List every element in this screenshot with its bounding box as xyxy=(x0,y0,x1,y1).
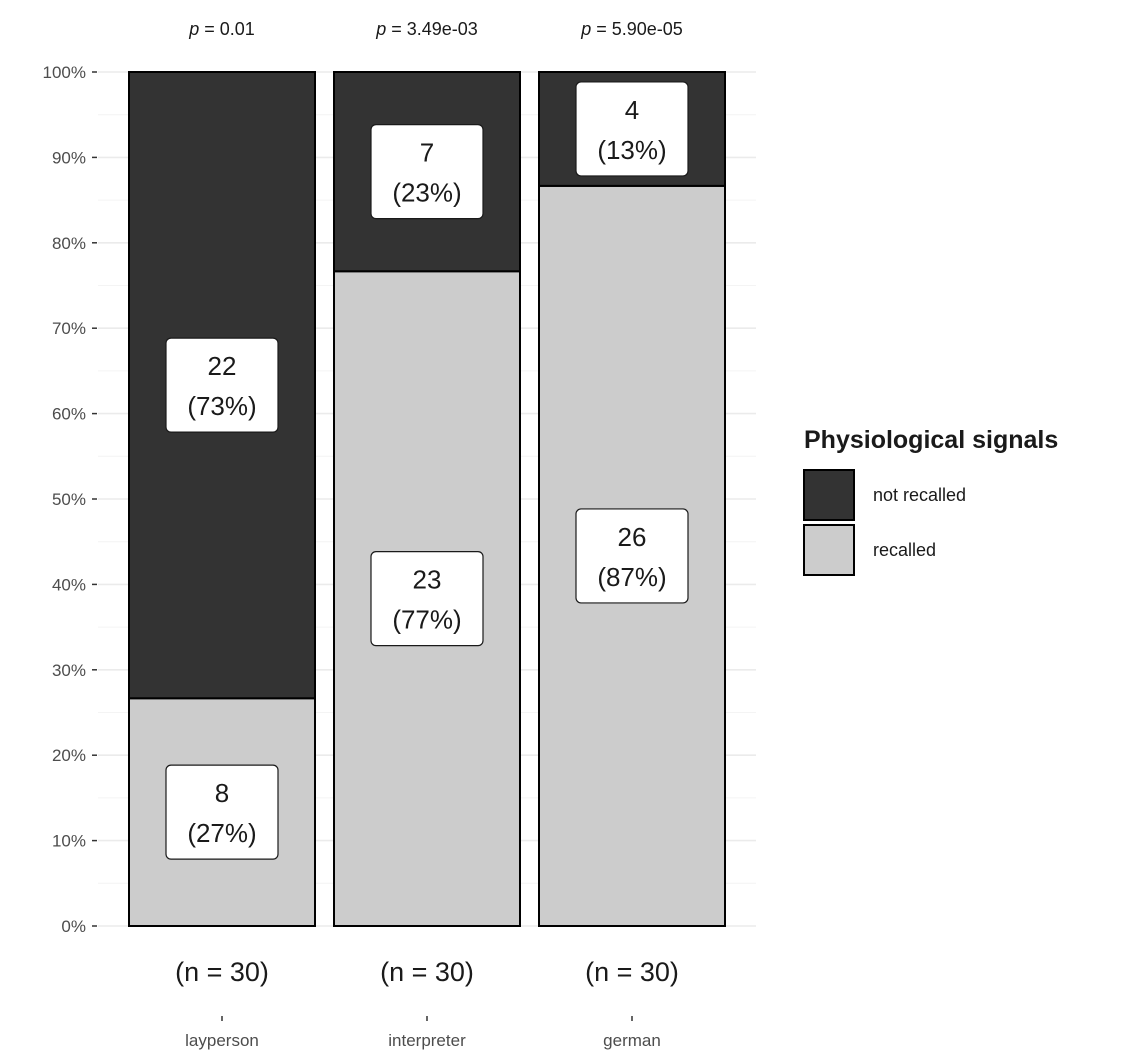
segment-count-label: 7 xyxy=(420,138,434,168)
y-tick-label: 30% xyxy=(52,661,86,680)
y-tick-label: 40% xyxy=(52,575,86,594)
segment-count-label: 23 xyxy=(413,565,442,595)
axes: 0% 10% 20% 30% 40% 50% 60% 70% 80% 90% 100% laypers… xyxy=(43,63,661,1050)
segment-percent-label: (87%) xyxy=(597,562,666,592)
p-value-label: p = 3.49e-03 xyxy=(375,19,478,39)
y-tick-label: 60% xyxy=(52,405,86,424)
x-category-label: interpreter xyxy=(388,1031,466,1050)
legend-items: not recalled recalled xyxy=(803,469,966,576)
segment-percent-label: (77%) xyxy=(392,605,461,635)
y-tick-label: 0% xyxy=(61,917,86,936)
legend-title: Physiological signals xyxy=(804,426,1058,454)
segment-percent-label: (23%) xyxy=(392,178,461,208)
segment-labels: 22 (73%) 8 (27%) p = 0.01 (n = 30) 7 (23%) 23 (77… xyxy=(165,19,689,987)
legend-swatch xyxy=(803,524,855,576)
y-tick-label: 90% xyxy=(52,148,86,167)
segment-count-label: 8 xyxy=(215,778,229,808)
segment-label-box: 7 (23%) xyxy=(370,124,484,220)
legend-swatch xyxy=(803,469,855,521)
segment-percent-label: (27%) xyxy=(187,818,256,848)
segment-label-background xyxy=(165,337,279,433)
segment-label-box: 23 (77%) xyxy=(370,551,484,647)
y-tick-label: 70% xyxy=(52,319,86,338)
n-count-label: (n = 30) xyxy=(175,957,269,987)
segment-label-background xyxy=(370,551,484,647)
y-tick-label: 10% xyxy=(52,832,86,851)
legend-label: recalled xyxy=(873,540,936,560)
legend-label: not recalled xyxy=(873,485,966,505)
segment-label-box: 4 (13%) xyxy=(575,81,689,177)
y-tick-label: 100% xyxy=(43,63,86,82)
bars xyxy=(128,71,726,928)
segment-percent-label: (73%) xyxy=(187,391,256,421)
segment-count-label: 26 xyxy=(618,522,647,552)
x-category-label: layperson xyxy=(185,1031,259,1050)
n-count-label: (n = 30) xyxy=(380,957,474,987)
n-count-label: (n = 30) xyxy=(585,957,679,987)
x-category-label: german xyxy=(603,1031,661,1050)
y-tick-label: 20% xyxy=(52,746,86,765)
segment-percent-label: (13%) xyxy=(597,135,666,165)
y-tick-label: 80% xyxy=(52,234,86,253)
segment-count-label: 4 xyxy=(625,95,639,125)
p-value-label: p = 5.90e-05 xyxy=(580,19,683,39)
segment-label-background xyxy=(165,764,279,860)
segment-count-label: 22 xyxy=(208,351,237,381)
y-tick-label: 50% xyxy=(52,490,86,509)
segment-label-background xyxy=(575,508,689,604)
segment-label-box: 8 (27%) xyxy=(165,764,279,860)
segment-label-box: 22 (73%) xyxy=(165,337,279,433)
segment-label-background xyxy=(575,81,689,177)
segment-label-box: 26 (87%) xyxy=(575,508,689,604)
legend: Physiological signals not recalled recall… xyxy=(803,426,1058,576)
segment-label-background xyxy=(370,124,484,220)
p-value-label: p = 0.01 xyxy=(188,19,255,39)
